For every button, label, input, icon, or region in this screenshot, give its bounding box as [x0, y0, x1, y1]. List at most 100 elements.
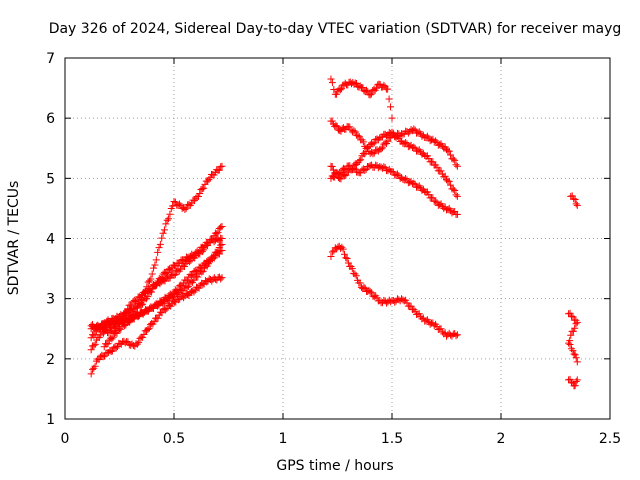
- data-point: [389, 129, 397, 137]
- data-point: [333, 122, 341, 130]
- data-point: [151, 261, 159, 269]
- series-s10: [327, 161, 461, 218]
- data-point: [359, 138, 367, 146]
- data-point: [117, 325, 125, 333]
- data-point: [342, 254, 350, 262]
- data-point: [569, 347, 577, 355]
- data-point: [388, 167, 396, 175]
- data-point: [170, 271, 178, 279]
- data-point: [150, 264, 158, 272]
- data-point: [170, 293, 178, 301]
- data-point: [393, 170, 401, 178]
- data-point: [162, 306, 170, 314]
- data-point: [135, 338, 143, 346]
- data-point: [362, 86, 370, 94]
- data-point: [385, 95, 393, 103]
- x-tick-label: 0.5: [163, 431, 185, 447]
- data-point: [351, 128, 359, 136]
- data-point: [566, 375, 574, 383]
- data-point: [182, 204, 190, 212]
- data-point: [391, 298, 399, 306]
- data-point: [441, 172, 449, 180]
- data-point: [122, 321, 130, 329]
- x-tick-label: 2.5: [599, 431, 621, 447]
- data-point: [366, 288, 374, 296]
- data-point: [156, 240, 164, 248]
- y-tick-label: 6: [46, 111, 55, 127]
- data-point: [453, 331, 461, 339]
- data-point: [214, 247, 222, 255]
- data-point: [452, 161, 460, 169]
- data-point: [339, 245, 347, 253]
- data-point: [154, 248, 162, 256]
- data-point: [432, 197, 440, 205]
- series-s12: [567, 192, 581, 209]
- data-point: [337, 169, 345, 177]
- data-point: [370, 139, 378, 147]
- data-point: [451, 186, 459, 194]
- x-tick-label: 0: [61, 431, 70, 447]
- data-point: [344, 259, 352, 267]
- data-point: [568, 192, 576, 200]
- data-point: [205, 176, 213, 184]
- x-tick-label: 1.5: [381, 431, 403, 447]
- data-point: [567, 331, 575, 339]
- data-point: [404, 129, 412, 137]
- data-point: [147, 275, 155, 283]
- series-s8: [327, 117, 461, 170]
- data-point: [162, 220, 170, 228]
- data-point: [380, 163, 388, 171]
- data-point: [351, 79, 359, 87]
- data-point: [573, 318, 581, 326]
- data-point: [433, 163, 441, 171]
- data-point: [121, 322, 129, 330]
- data-point: [360, 283, 368, 291]
- data-point: [140, 331, 148, 339]
- data-point: [337, 175, 345, 183]
- data-point: [328, 248, 336, 256]
- data-point: [151, 281, 159, 289]
- data-point: [367, 90, 375, 98]
- x-tick-label: 1: [279, 431, 288, 447]
- data-point: [331, 173, 339, 181]
- data-point: [168, 294, 176, 302]
- data-point: [154, 302, 162, 310]
- data-point: [447, 181, 455, 189]
- data-point: [196, 247, 204, 255]
- data-point: [180, 257, 188, 265]
- x-axis-label: GPS time / hours: [276, 458, 393, 474]
- data-point: [452, 191, 460, 199]
- data-point: [199, 267, 207, 275]
- data-point: [571, 351, 579, 359]
- data-point: [328, 163, 336, 171]
- data-point: [148, 288, 156, 296]
- data-point: [368, 289, 376, 297]
- data-point: [214, 228, 222, 236]
- data-point: [336, 86, 344, 94]
- data-point: [332, 122, 340, 130]
- data-point: [139, 300, 147, 308]
- data-point: [565, 339, 573, 347]
- data-point: [155, 244, 163, 252]
- data-point: [137, 301, 145, 309]
- data-point: [383, 132, 391, 140]
- data-point: [351, 270, 359, 278]
- data-point: [91, 362, 99, 370]
- data-point: [160, 226, 168, 234]
- y-tick-label: 2: [46, 352, 55, 368]
- data-point: [566, 309, 574, 317]
- data-point: [366, 91, 374, 99]
- data-point: [572, 320, 580, 328]
- y-tick-label: 4: [46, 232, 55, 248]
- data-point: [410, 125, 418, 133]
- data-point: [369, 150, 377, 158]
- data-point: [572, 377, 580, 385]
- data-point: [356, 279, 364, 287]
- data-point: [91, 331, 99, 339]
- data-point: [340, 250, 348, 258]
- data-point: [573, 201, 581, 209]
- data-point: [341, 166, 349, 174]
- data-point: [218, 241, 226, 249]
- data-point: [108, 347, 116, 355]
- data-point: [194, 248, 202, 256]
